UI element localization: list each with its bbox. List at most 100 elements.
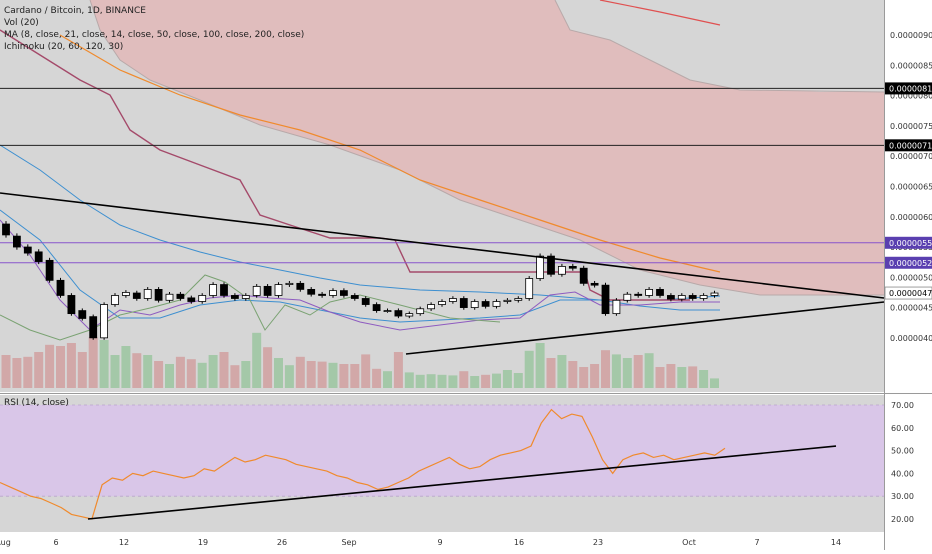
candle-body <box>536 255 544 279</box>
cloud-edge-upper <box>554 0 885 93</box>
candle-body <box>274 284 283 296</box>
time-axis <box>0 532 884 550</box>
candle-body <box>2 223 10 236</box>
volume-bar <box>1 355 11 388</box>
candle-body <box>405 313 414 317</box>
time-tick-label: 16 <box>514 538 524 547</box>
volume-bar <box>459 371 469 388</box>
volume-bar <box>557 355 567 388</box>
volume-bar <box>23 356 33 388</box>
candle-body <box>45 259 54 281</box>
volume-bar <box>437 374 447 388</box>
volume-bar <box>601 350 610 388</box>
volume-bar <box>404 372 414 388</box>
rsi-indicator <box>0 404 884 520</box>
time-tick-label: 6 <box>53 538 58 547</box>
volume-bar <box>175 356 185 388</box>
candle-body <box>372 304 381 311</box>
rsi-legend: RSI (14, close) <box>4 397 69 409</box>
rsi-tick-label: 60.00 <box>891 424 914 433</box>
volume-bar <box>481 374 491 388</box>
candle-body <box>525 278 534 299</box>
candle-body <box>677 295 686 300</box>
price-label-box <box>885 236 932 249</box>
volume-bar <box>45 344 55 388</box>
time-tick-label: 7 <box>754 538 759 547</box>
price-label-text: 0.00000474 <box>889 289 932 298</box>
candle-body <box>56 279 65 296</box>
legend-ma[interactable]: MA (8, close, 21, close, 14, close, 50, … <box>4 30 305 40</box>
volume-bar <box>12 358 22 388</box>
volume-bar <box>710 378 719 388</box>
candle-body <box>318 293 327 296</box>
volume-bar <box>622 358 632 388</box>
rsi-label[interactable]: RSI (14, close) <box>4 398 69 408</box>
volume-bar <box>655 367 665 388</box>
candle-body <box>427 304 436 310</box>
candle-body <box>448 298 457 302</box>
volume-bar <box>448 375 458 388</box>
candle-body <box>710 292 719 296</box>
rsi-trendline <box>87 445 837 520</box>
rsi-band <box>0 405 884 497</box>
candle-body <box>165 293 174 301</box>
candle-body <box>241 295 250 299</box>
candle-body <box>252 285 261 296</box>
volume-bar <box>208 355 218 388</box>
trendlines <box>0 192 885 355</box>
volume-bar <box>579 367 589 388</box>
candle-body <box>23 246 32 254</box>
candle-body <box>89 316 98 339</box>
rsi-tick-label: 30.00 <box>891 492 914 501</box>
rsi-line <box>0 408 726 520</box>
legend-symbol[interactable]: Cardano / Bitcoin, 1D, BINANCE <box>4 6 146 16</box>
volume-bar <box>154 361 164 388</box>
volume-bar <box>372 368 382 388</box>
legend: Cardano / Bitcoin, 1D, BINANCE Vol (20) … <box>4 5 304 53</box>
candle-body <box>187 297 196 302</box>
time-tick-label: 9 <box>437 538 442 547</box>
volume-bar <box>568 361 578 388</box>
candle-body <box>612 299 621 315</box>
candle-body <box>296 282 305 290</box>
price-label-box <box>885 82 932 95</box>
candle-body <box>154 289 163 301</box>
volume-bar <box>165 364 174 388</box>
candle-body <box>78 310 87 319</box>
candle-body <box>350 295 359 299</box>
legend-vol[interactable]: Vol (20) <box>4 18 39 28</box>
candle-body <box>558 265 566 275</box>
time-tick-label: 19 <box>198 538 208 547</box>
candles <box>2 221 719 340</box>
candle-body <box>688 295 697 299</box>
price-label-box <box>885 139 932 152</box>
candle-body <box>514 298 523 301</box>
candle-body <box>361 298 370 305</box>
candle-body <box>209 284 218 296</box>
legend-ichimoku[interactable]: Ichimoku (20, 60, 120, 30) <box>4 42 124 52</box>
candle-body <box>122 292 130 296</box>
volume-bar <box>110 355 120 388</box>
candle-body <box>547 255 555 275</box>
time-tick-label: 26 <box>277 538 287 547</box>
rsi-tick-label: 70.00 <box>891 401 914 410</box>
candle-body <box>34 251 43 262</box>
time-tick-label: 23 <box>593 538 603 547</box>
ichimoku-cloud <box>89 0 885 296</box>
volume-bar <box>415 374 425 388</box>
candle-body <box>220 284 228 296</box>
volume-bar <box>241 361 251 388</box>
price-label-box <box>885 256 932 269</box>
volume-bar <box>295 356 305 388</box>
volume-bar <box>328 362 338 388</box>
volume-bar <box>121 346 131 388</box>
